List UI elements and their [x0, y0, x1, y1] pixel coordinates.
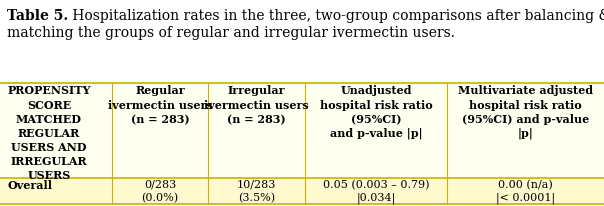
- Bar: [0, 178, 604, 204]
- Bar: [0, 83, 604, 178]
- Text: 0/283
(0.0%): 0/283 (0.0%): [141, 180, 179, 203]
- Text: PROPENSITY
SCORE
MATCHED
REGULAR
USERS AND
IRREGULAR
USERS: PROPENSITY SCORE MATCHED REGULAR USERS A…: [7, 85, 91, 181]
- Text: Unadjusted
hospital risk ratio
(95%CI)
and p-value |p|: Unadjusted hospital risk ratio (95%CI) a…: [320, 85, 432, 139]
- Text: Regular
ivermectin users
(n = 283): Regular ivermectin users (n = 283): [108, 85, 213, 125]
- Text: Multivariate adjusted
hospital risk ratio
(95%CI) and p-value
|p|: Multivariate adjusted hospital risk rati…: [458, 85, 593, 139]
- Text: Overall: Overall: [7, 180, 53, 191]
- Text: Irregular
ivermectin users
(n = 283): Irregular ivermectin users (n = 283): [204, 85, 309, 125]
- Text: Table 5.: Table 5.: [7, 9, 68, 23]
- Text: 0.05 (0.003 – 0.79)
|0.034|: 0.05 (0.003 – 0.79) |0.034|: [323, 180, 429, 204]
- Text: 0.00 (n/a)
|< 0.0001|: 0.00 (n/a) |< 0.0001|: [496, 180, 555, 204]
- Text: matching the groups of regular and irregular ivermectin users.: matching the groups of regular and irreg…: [7, 26, 455, 40]
- Text: Hospitalization rates in the three, two-group comparisons after balancing &: Hospitalization rates in the three, two-…: [68, 9, 604, 23]
- Text: 10/283
(3.5%): 10/283 (3.5%): [237, 180, 277, 203]
